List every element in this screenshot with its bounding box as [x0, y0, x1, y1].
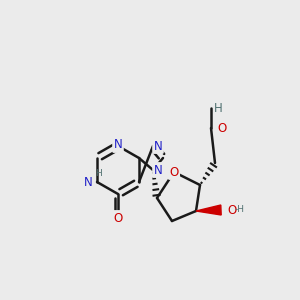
Text: -H: -H: [235, 206, 245, 214]
Polygon shape: [196, 205, 221, 215]
Text: H: H: [214, 101, 223, 115]
Text: O: O: [217, 122, 226, 134]
Text: H: H: [95, 169, 102, 178]
Text: O: O: [227, 203, 236, 217]
Text: N: N: [84, 176, 92, 188]
Text: N: N: [154, 140, 162, 152]
Text: N: N: [154, 164, 162, 176]
Text: N: N: [114, 139, 122, 152]
Text: O: O: [113, 212, 123, 224]
Text: O: O: [169, 166, 178, 178]
